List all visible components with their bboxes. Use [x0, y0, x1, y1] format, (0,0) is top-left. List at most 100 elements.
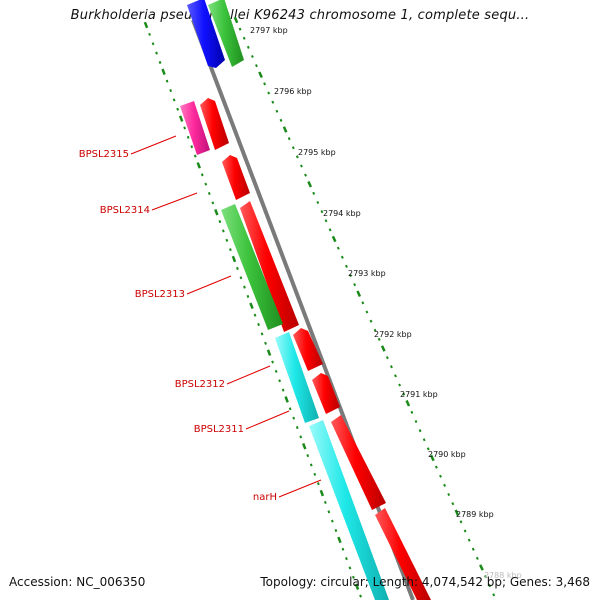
scale-tick-minor	[422, 438, 426, 442]
reverse-strand-features	[180, 0, 389, 600]
inner-ring-tick	[274, 369, 278, 373]
scale-tick-minor	[316, 200, 320, 205]
inner-ring-tick	[236, 266, 239, 270]
scale-tick-minor	[385, 356, 389, 360]
gene-arrow-green-top	[208, 0, 244, 67]
scale-tick-minor	[365, 310, 369, 314]
scale-tick-minor	[279, 118, 283, 122]
inner-ring-tick	[186, 135, 190, 139]
gene-labels: BPSL2315 BPSL2314 BPSL2313 BPSL2312 BPSL…	[79, 135, 322, 503]
scale-tick-minor	[443, 483, 447, 487]
scale-tick-minor	[263, 82, 267, 86]
gene-arrow-red	[375, 508, 431, 600]
inner-ring-tick	[214, 208, 219, 216]
leader-line	[245, 410, 290, 430]
scale-tick-minor	[267, 91, 271, 95]
inner-ring-tick	[260, 332, 264, 336]
inner-ring-tick	[257, 323, 260, 327]
inner-ring-tick	[155, 51, 158, 55]
inner-ring-tick	[239, 276, 243, 280]
scale-tick-minor	[398, 383, 402, 387]
inner-ring-tick	[348, 566, 352, 570]
inner-ring-tick	[271, 360, 274, 364]
scale-label: 2797 kbp	[250, 26, 288, 35]
inner-ring-tick	[323, 500, 327, 504]
scale-label: 2792 kbp	[374, 330, 412, 339]
genome-summary: Topology: circular; Length: 4,074,542 bp…	[260, 575, 590, 589]
gene-arrow-red	[293, 328, 323, 371]
scale-tick-minor	[254, 64, 258, 68]
scale-tick-minor	[300, 164, 303, 168]
scale-tick-minor	[246, 45, 250, 49]
scale-label: 2790 kbp	[428, 450, 466, 459]
gene-arrow-green	[221, 204, 283, 330]
scale-label: 2793 kbp	[348, 269, 386, 278]
scale-tick-minor	[271, 100, 275, 104]
inner-ring-tick	[193, 154, 197, 158]
inner-ring-tick	[284, 396, 289, 403]
inner-ring-tick	[221, 229, 225, 233]
inner-dotted-ring	[143, 21, 362, 598]
scale-tick-minor	[484, 575, 487, 579]
inner-ring-tick	[143, 21, 149, 29]
scale-tick-minor	[287, 137, 291, 141]
scale-tick-minor	[426, 447, 430, 451]
scale-tick-minor	[451, 502, 455, 506]
inner-ring-tick	[352, 575, 355, 579]
inner-ring-tick	[151, 42, 155, 46]
scale-tick-minor	[349, 273, 352, 278]
gene-arrow-red	[331, 415, 386, 510]
scale-tick-minor	[304, 173, 308, 177]
scale-tick-major	[356, 290, 362, 297]
inner-ring-tick	[313, 472, 317, 476]
inner-ring-tick	[302, 442, 307, 450]
scale-tick-major	[331, 235, 337, 243]
gene-label-narh: narH	[253, 492, 277, 503]
scale-tick-minor	[488, 584, 492, 588]
scale-tick-major	[405, 400, 411, 407]
accession-text: Accession: NC_006350	[9, 575, 146, 589]
inner-ring-tick	[345, 557, 348, 561]
inner-ring-tick	[266, 349, 272, 356]
leader-line	[151, 192, 198, 211]
inner-ring-tick	[253, 313, 257, 317]
gene-arrow-blue	[187, 0, 225, 68]
gene-arrow-red	[240, 201, 299, 332]
scale-tick-major	[258, 71, 263, 79]
gene-arrow-cyan	[275, 332, 319, 423]
inner-ring-tick	[354, 583, 360, 590]
leader-line	[278, 479, 322, 498]
inner-ring-tick	[218, 220, 222, 224]
gene-arrow-magenta	[180, 101, 210, 155]
inner-ring-tick	[225, 238, 229, 242]
scale-tick-minor	[328, 228, 332, 232]
inner-ring-tick	[299, 435, 303, 439]
scale-tick-minor	[439, 474, 442, 478]
inner-ring-tick	[183, 126, 187, 130]
scale-tick-minor	[475, 556, 479, 560]
inner-ring-tick	[330, 519, 334, 523]
gene-arrow-red	[200, 98, 229, 150]
scale-tick-minor	[336, 246, 340, 250]
scale-tick-minor	[238, 27, 242, 31]
inner-ring-tick	[341, 547, 345, 551]
scale-tick-minor	[353, 283, 357, 287]
scale-tick-minor	[275, 109, 279, 113]
forward-strand-features	[200, 0, 431, 600]
inner-ring-tick	[172, 98, 176, 102]
inner-ring-tick	[207, 191, 211, 196]
scale-tick-major	[307, 180, 313, 188]
leader-line	[226, 365, 271, 385]
scale-tick-minor	[340, 255, 344, 259]
inner-ring-tick	[243, 285, 246, 289]
inner-ring-tick	[158, 60, 162, 64]
inner-ring-tick	[327, 510, 331, 514]
scale-tick-minor	[434, 465, 438, 469]
scale-tick-minor	[467, 538, 471, 542]
inner-ring-tick	[200, 173, 204, 177]
inner-ring-tick	[319, 489, 325, 497]
inner-ring-tick	[306, 454, 310, 458]
scale-tick-minor	[312, 191, 316, 195]
scale-tick-minor	[459, 520, 463, 524]
